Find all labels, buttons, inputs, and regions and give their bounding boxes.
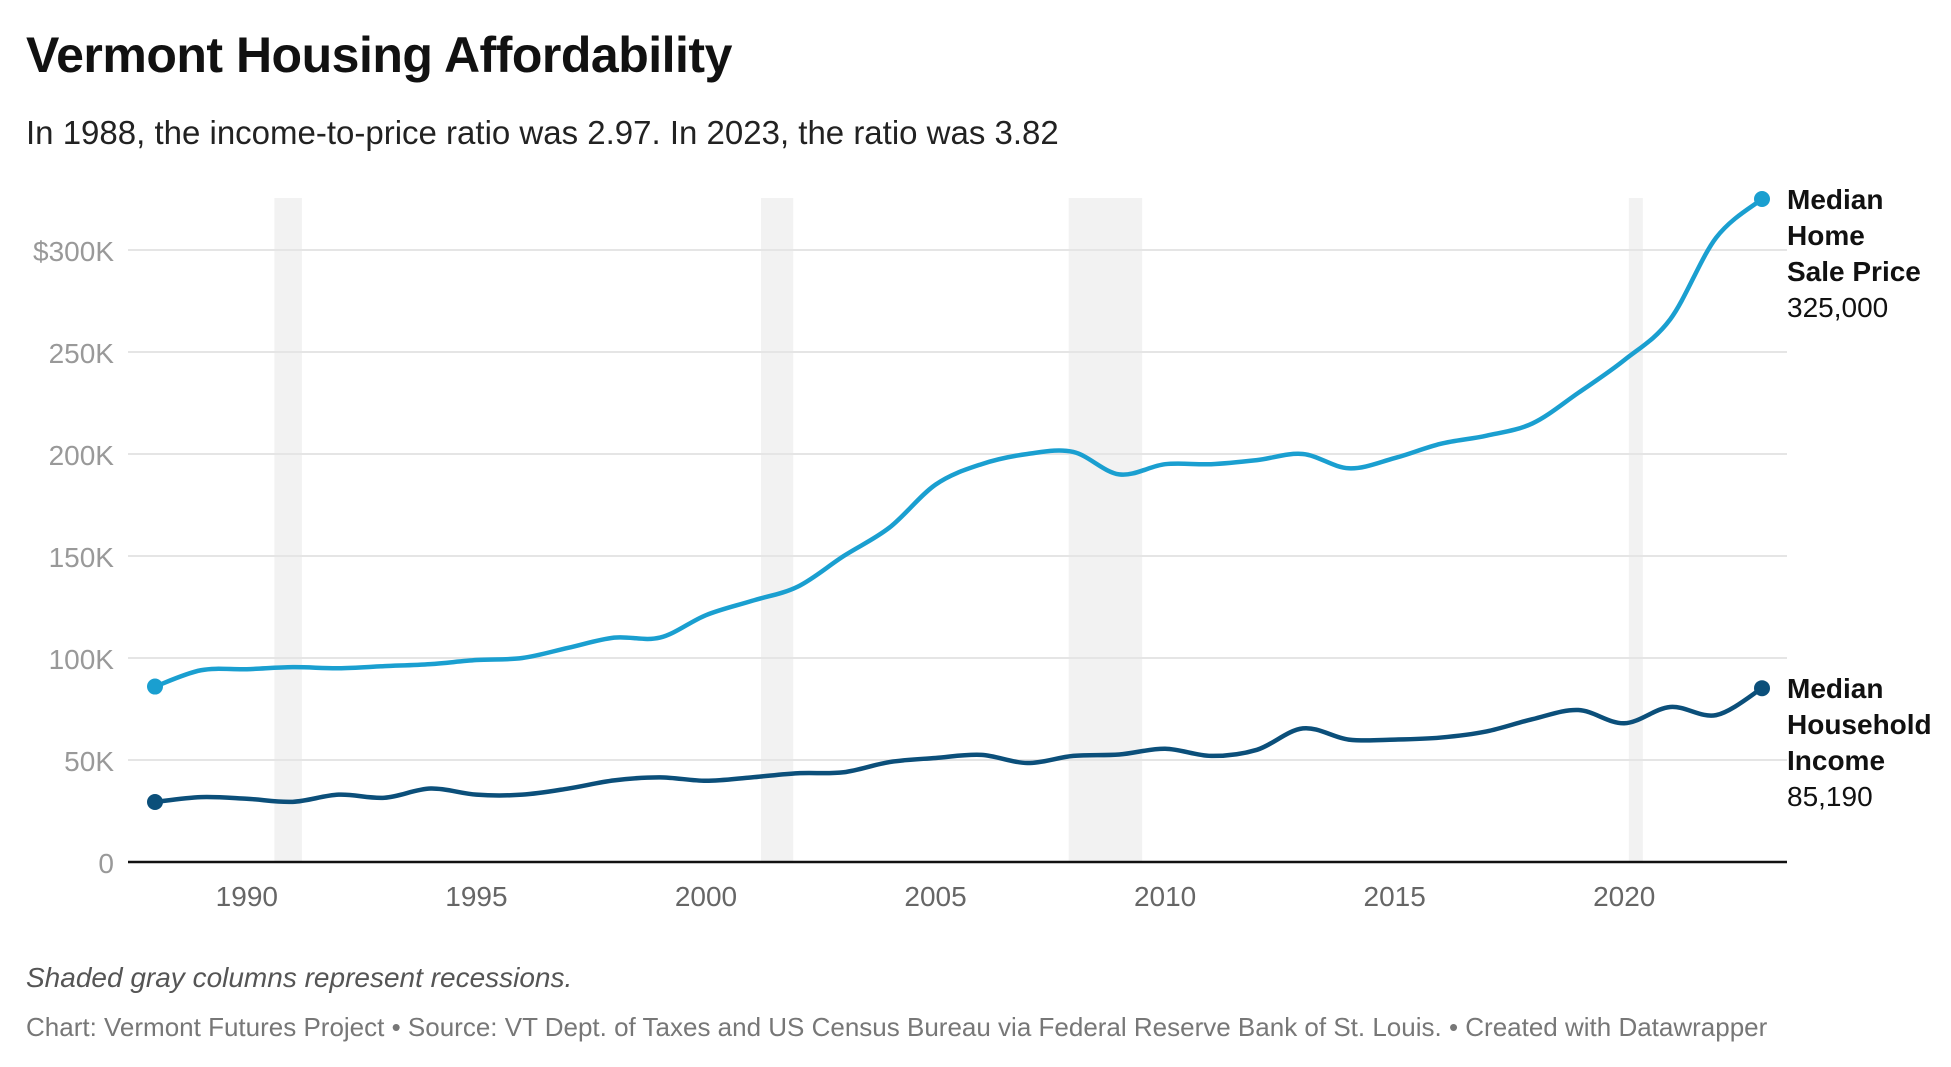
recession-bands — [274, 198, 1643, 862]
price-end-dot — [1754, 191, 1770, 207]
chart-subtitle: In 1988, the income-to-price ratio was 2… — [26, 114, 1059, 151]
y-tick-label: 50K — [64, 746, 114, 777]
y-tick-label: 0 — [98, 848, 114, 879]
x-axis-ticks: 1990 1995 2000 2005 2010 2015 2020 — [216, 881, 1656, 912]
series-labels: Median Home Sale Price 325,000 Median Househo… — [1787, 184, 1932, 812]
x-tick-label: 1995 — [445, 881, 507, 912]
series-lines — [147, 191, 1770, 811]
price-start-dot — [147, 678, 163, 695]
y-tick-label: $300K — [33, 236, 114, 267]
y-tick-label: 150K — [49, 542, 115, 573]
income-end-value: 85,190 — [1787, 781, 1873, 812]
x-tick-label: 2010 — [1134, 881, 1196, 912]
price-label-line: Home — [1787, 220, 1865, 251]
gridlines — [128, 249, 1787, 761]
recession-band — [1068, 198, 1143, 862]
chart-title: Vermont Housing Affordability — [26, 27, 732, 83]
y-tick-label: 200K — [49, 440, 115, 471]
income-label-line: Income — [1787, 745, 1885, 776]
line-chart: 0 50K 100K 150K 200K 250K $300K 1990 1995 2000 20… — [33, 184, 1932, 912]
recession-band — [761, 198, 794, 862]
x-tick-label: 2020 — [1593, 881, 1655, 912]
recession-band — [274, 198, 302, 862]
price-label-line: Sale Price — [1787, 256, 1921, 287]
income-start-dot — [147, 794, 163, 811]
price-label-line: Median — [1787, 184, 1883, 215]
recession-band — [1628, 198, 1643, 862]
income-label-line: Median — [1787, 673, 1883, 704]
x-tick-label: 1990 — [216, 881, 278, 912]
income-line — [152, 685, 1765, 805]
recession-note: Shaded gray columns represent recessions… — [26, 962, 573, 993]
y-tick-label: 100K — [49, 644, 115, 675]
y-axis-ticks: 0 50K 100K 150K 200K 250K $300K — [33, 236, 114, 879]
x-tick-label: 2005 — [904, 881, 966, 912]
y-tick-label: 250K — [49, 338, 115, 369]
price-line — [152, 196, 1765, 689]
income-label-line: Household — [1787, 709, 1932, 740]
x-tick-label: 2015 — [1364, 881, 1426, 912]
price-end-value: 325,000 — [1787, 292, 1888, 323]
chart-credit: Chart: Vermont Futures Project • Source:… — [26, 1012, 1768, 1042]
x-tick-label: 2000 — [675, 881, 737, 912]
income-end-dot — [1754, 680, 1770, 697]
